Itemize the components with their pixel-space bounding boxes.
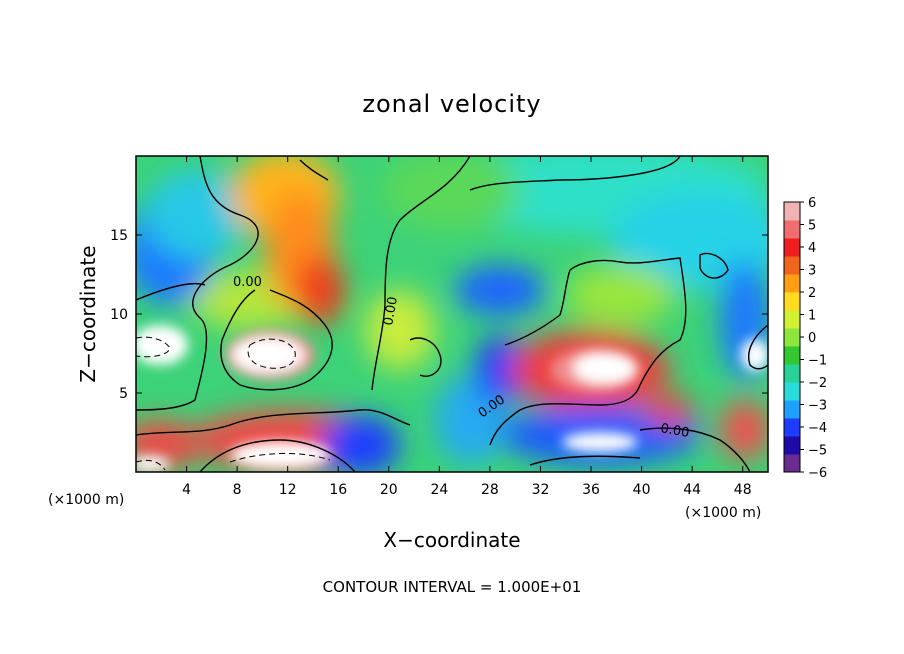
colorbar-swatch	[784, 274, 800, 293]
x-tick-label: 48	[734, 482, 752, 498]
x-tick-label: 20	[380, 482, 398, 498]
contour-interval-footer: CONTOUR INTERVAL = 1.000E+01	[323, 578, 582, 596]
colorbar: 6 5 4 3 2 1 0 −1 −2 −3 −4 −5 −6	[783, 196, 827, 481]
colorbar-swatch	[784, 292, 800, 311]
colorbar-swatch	[784, 202, 800, 221]
x-axis-ticks: 4 8 12 16 20 24 28 32 36 40 44 48	[182, 156, 752, 498]
contour-label: 0.00	[381, 296, 401, 327]
colorbar-swatch	[784, 256, 800, 275]
x-tick-label: 16	[329, 482, 347, 498]
colorbar-label: 0	[808, 331, 816, 346]
x-unit-label-left: (×1000 m)	[48, 492, 124, 508]
colorbar-label: 5	[808, 219, 816, 234]
colorbar-label: 1	[808, 309, 816, 324]
colorbar-label: −5	[808, 444, 827, 459]
y-tick-label: 15	[110, 228, 128, 244]
x-tick-label: 12	[279, 482, 297, 498]
x-tick-label: 8	[233, 482, 242, 498]
colorbar-swatch	[784, 220, 800, 239]
y-axis-label: Z−coordinate	[76, 245, 100, 382]
colorbar-label: −4	[808, 421, 827, 436]
colorbar-label: −3	[808, 399, 827, 414]
x-tick-label: 28	[481, 482, 499, 498]
colorbar-swatch	[784, 364, 800, 383]
x-tick-label: 40	[633, 482, 651, 498]
x-tick-label: 24	[430, 482, 448, 498]
x-tick-label: 32	[532, 482, 550, 498]
colorbar-label: 6	[808, 196, 816, 211]
chart-title: zonal velocity	[362, 90, 541, 118]
y-tick-label: 10	[110, 307, 128, 323]
colorbar-swatch	[784, 328, 800, 347]
colorbar-label: −1	[808, 354, 827, 369]
colorbar-label: 3	[808, 264, 816, 279]
colorbar-swatch	[784, 454, 800, 473]
colorbar-label: 2	[808, 286, 816, 301]
colorbar-label: −6	[808, 466, 827, 481]
colorbar-swatch	[784, 346, 800, 365]
x-axis-label: X−coordinate	[383, 528, 520, 552]
colorbar-label: 4	[808, 241, 816, 256]
contour-label: 0.00	[233, 275, 262, 290]
x-tick-label: 4	[182, 482, 191, 498]
x-unit-label-right: (×1000 m)	[685, 505, 761, 521]
y-axis-ticks: 5 10 15	[110, 228, 768, 402]
y-tick-label: 5	[119, 386, 128, 402]
colorbar-swatch	[784, 382, 800, 401]
contour-label: 0.00	[659, 421, 690, 441]
x-tick-label: 44	[683, 482, 701, 498]
colorbar-swatch	[784, 310, 800, 329]
contour-labels: 0.00 0.00 0.00 0.00	[233, 275, 690, 441]
colorbar-swatch	[784, 436, 800, 455]
colorbar-swatch	[784, 400, 800, 419]
colorbar-swatch	[784, 418, 800, 437]
heatmap-field	[136, 156, 768, 472]
colorbar-label: −2	[808, 376, 827, 391]
colorbar-swatch	[784, 238, 800, 257]
x-tick-label: 36	[582, 482, 600, 498]
